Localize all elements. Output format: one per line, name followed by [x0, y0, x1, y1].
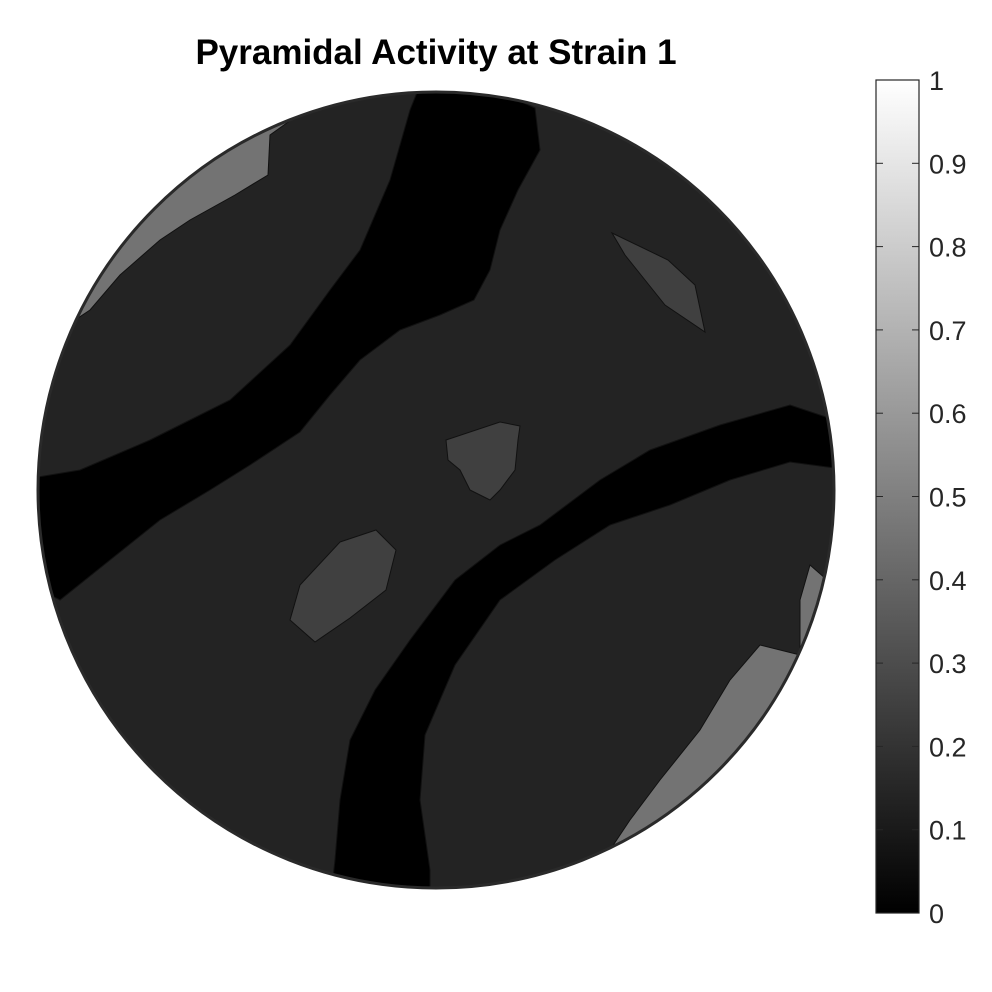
contour-region-dark-band-lower-right — [329, 404, 834, 888]
contour-layer — [38, 92, 834, 888]
colorbar-gradient — [875, 79, 920, 914]
colorbar-tick-label: 0.7 — [929, 316, 967, 346]
contour-region-peak-center-left — [289, 529, 397, 643]
colorbar-tick-label: 0.6 — [929, 399, 967, 429]
colorbar-tick-label: 0.2 — [929, 732, 967, 762]
contour-region-peak-upper-right — [610, 231, 706, 334]
contour-region-dark-band-upper-left — [38, 92, 541, 601]
colorbar-tick-label: 0.9 — [929, 149, 967, 179]
contour-region-peak-center — [445, 421, 521, 501]
colorbar-tick-label: 1 — [929, 66, 944, 96]
pole-figure-boundary — [36, 90, 836, 890]
colorbar-tick-label: 0.3 — [929, 649, 967, 679]
colorbar-tick-label: 0.1 — [929, 816, 967, 846]
colorbar-tick-label: 0.8 — [929, 233, 967, 263]
colorbar-ticks: 0 0.1 0.2 0.3 0.4 0.5 0.6 0.7 0.8 0.9 1 — [876, 66, 967, 929]
colorbar-tick-label: 0 — [929, 899, 944, 929]
colorbar-tick-label: 0.4 — [929, 566, 967, 596]
chart-title: Pyramidal Activity at Strain 1 — [195, 33, 676, 72]
colorbar-tick-label: 0.5 — [929, 483, 967, 513]
colorbar: 0 0.1 0.2 0.3 0.4 0.5 0.6 0.7 0.8 0.9 1 — [875, 66, 967, 929]
